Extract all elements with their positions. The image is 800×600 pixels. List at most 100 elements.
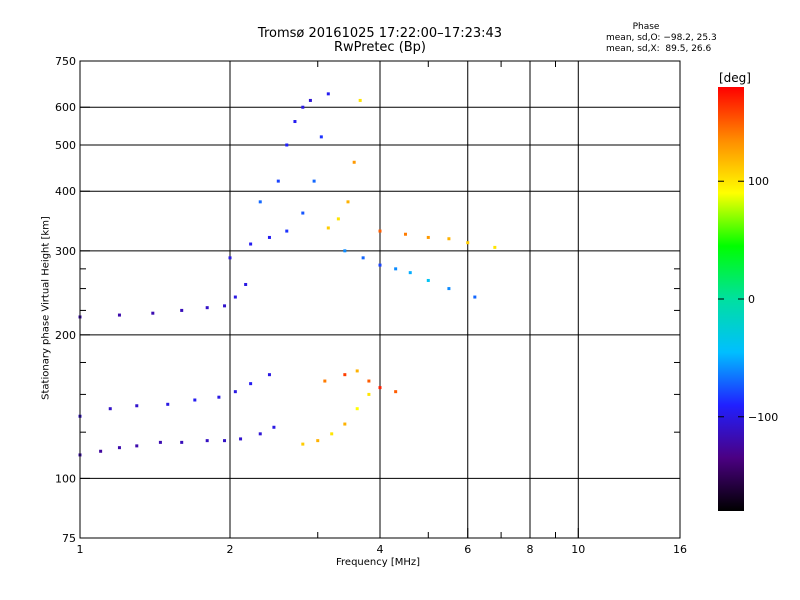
x-tick-label: 8 [527,543,534,556]
x-axis-label: Frequency [MHz] [336,557,421,568]
data-point [426,278,430,282]
data-point [267,235,271,239]
data-point [258,200,262,204]
colorbar-tick-label: 0 [748,293,755,306]
chart-title: Tromsø 20161025 17:22:00–17:23:43 [257,26,503,41]
data-point [394,267,398,271]
x-tick-label: 4 [377,543,384,556]
data-point [493,245,497,249]
data-point [378,386,382,390]
data-point [466,241,470,245]
data-point [244,282,248,286]
data-points [78,92,497,457]
data-point [355,407,359,411]
data-point [233,390,237,394]
data-point [343,422,347,426]
data-point [308,98,312,102]
phase-stats-title: Phase [632,22,660,32]
y-tick-label: 100 [55,472,76,485]
phase-stats-x-mode: mean, sd,X: 89.5, 26.6 [606,44,712,54]
data-point [323,379,327,383]
data-point [249,242,253,246]
data-point [312,179,316,183]
data-point [319,135,323,139]
chart-subtitle: RwPretec (Bp) [333,40,427,55]
colorbar-tick-label: −100 [748,411,778,424]
data-point [343,249,347,253]
data-point [233,295,237,299]
data-point [346,200,350,204]
data-point [358,98,362,102]
data-point [301,442,305,446]
data-point [117,446,121,450]
data-point [276,179,280,183]
data-point [378,229,382,233]
x-tick-label: 1 [77,543,84,556]
data-point [301,105,305,109]
x-tick-label: 16 [673,543,687,556]
data-point [117,313,121,317]
data-point [316,439,320,443]
data-point [473,295,477,299]
data-point [205,439,209,443]
data-point [108,407,112,411]
data-point [378,263,382,267]
data-point [258,432,262,436]
data-point [394,390,398,394]
data-point [447,237,451,241]
data-point [158,440,162,444]
y-tick-label: 400 [55,185,76,198]
data-point [285,143,289,147]
data-point [180,308,184,312]
y-tick-label: 750 [55,55,76,68]
data-point [267,373,271,377]
data-point [180,440,184,444]
data-point [355,369,359,373]
data-point [166,402,170,406]
phase-stats-o-mode: mean, sd,O: −98.2, 25.3 [606,33,717,43]
data-point [135,404,139,408]
x-tick-label: 10 [571,543,585,556]
data-point [367,379,371,383]
data-point [223,439,227,443]
y-tick-label: 200 [55,329,76,342]
data-point [352,160,356,164]
colorbar: [deg] 100 0 −100 [718,71,778,511]
data-point [249,382,253,386]
x-tick-label: 6 [464,543,471,556]
data-point [151,311,155,315]
data-point [301,211,305,215]
plot-grid [80,61,680,538]
data-point [272,425,276,429]
data-point [285,229,289,233]
data-point [361,256,365,260]
data-point [426,235,430,239]
colorbar-tick-label: 100 [748,175,769,188]
data-point [239,437,243,441]
data-point [408,271,412,275]
colorbar-unit: [deg] [719,71,751,85]
data-point [217,395,221,399]
y-tick-label: 75 [62,532,76,545]
data-point [99,449,103,453]
data-point [367,392,371,396]
data-point [336,217,340,221]
data-point [326,92,330,96]
data-point [330,432,334,436]
y-tick-label: 600 [55,101,76,114]
data-point [205,306,209,310]
data-point [343,373,347,377]
data-point [326,226,330,230]
data-point [228,256,232,260]
data-point [193,398,197,402]
x-tick-label: 2 [227,543,234,556]
data-point [447,287,451,291]
data-point [293,120,297,124]
y-tick-label: 500 [55,139,76,152]
data-point [135,444,139,448]
data-point [403,232,407,236]
axis-ticks: 1 2 4 6 8 10 16 75 100 200 300 400 500 600 750 [55,55,687,556]
data-point [223,304,227,308]
y-tick-label: 300 [55,245,76,258]
